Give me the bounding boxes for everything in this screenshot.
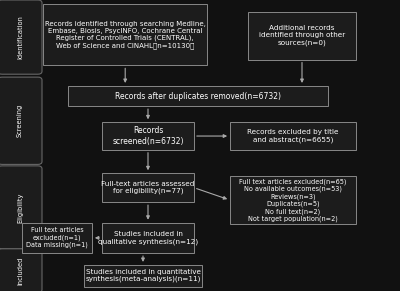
FancyBboxPatch shape xyxy=(102,223,194,253)
Text: Records identified through searching Medline,
Embase, Biosis, PsycINFO, Cochrane: Records identified through searching Med… xyxy=(45,21,206,49)
Text: Records after duplicates removed(n=6732): Records after duplicates removed(n=6732) xyxy=(115,92,281,100)
Text: Records
screened(n=6732): Records screened(n=6732) xyxy=(112,126,184,146)
Text: Identification: Identification xyxy=(17,15,23,59)
FancyBboxPatch shape xyxy=(22,223,92,253)
Text: Records excluded by title
and abstract(n=6655): Records excluded by title and abstract(n… xyxy=(247,129,339,143)
FancyBboxPatch shape xyxy=(0,77,42,164)
FancyBboxPatch shape xyxy=(68,86,328,106)
Text: Studies included in
qualitative synthesis(n=12): Studies included in qualitative synthesi… xyxy=(98,231,198,245)
FancyBboxPatch shape xyxy=(84,265,202,287)
FancyBboxPatch shape xyxy=(230,122,356,150)
FancyBboxPatch shape xyxy=(0,249,42,291)
Text: Full-text articles assessed
for eligibility(n=77): Full-text articles assessed for eligibil… xyxy=(101,181,195,194)
Text: Studies included in quantitative
synthesis(meta-analysis)(n=11): Studies included in quantitative synthes… xyxy=(85,269,201,283)
Text: Eligibility: Eligibility xyxy=(17,192,23,223)
Text: Screening: Screening xyxy=(17,104,23,137)
Text: Full text articles
excluded(n=1)
Data missing(n=1): Full text articles excluded(n=1) Data mi… xyxy=(26,227,88,249)
Text: Additional records
identified through other
sources(n=0): Additional records identified through ot… xyxy=(259,25,345,46)
Text: Full text articles excluded(n=65)
No available outcomes(n=53)
Reviews(n=3)
Dupli: Full text articles excluded(n=65) No ava… xyxy=(239,178,347,222)
FancyBboxPatch shape xyxy=(0,166,42,249)
Text: Included: Included xyxy=(17,256,23,285)
FancyBboxPatch shape xyxy=(230,176,356,224)
FancyBboxPatch shape xyxy=(248,12,356,60)
FancyBboxPatch shape xyxy=(102,122,194,150)
FancyBboxPatch shape xyxy=(0,0,42,74)
FancyBboxPatch shape xyxy=(43,4,207,65)
FancyBboxPatch shape xyxy=(102,173,194,202)
